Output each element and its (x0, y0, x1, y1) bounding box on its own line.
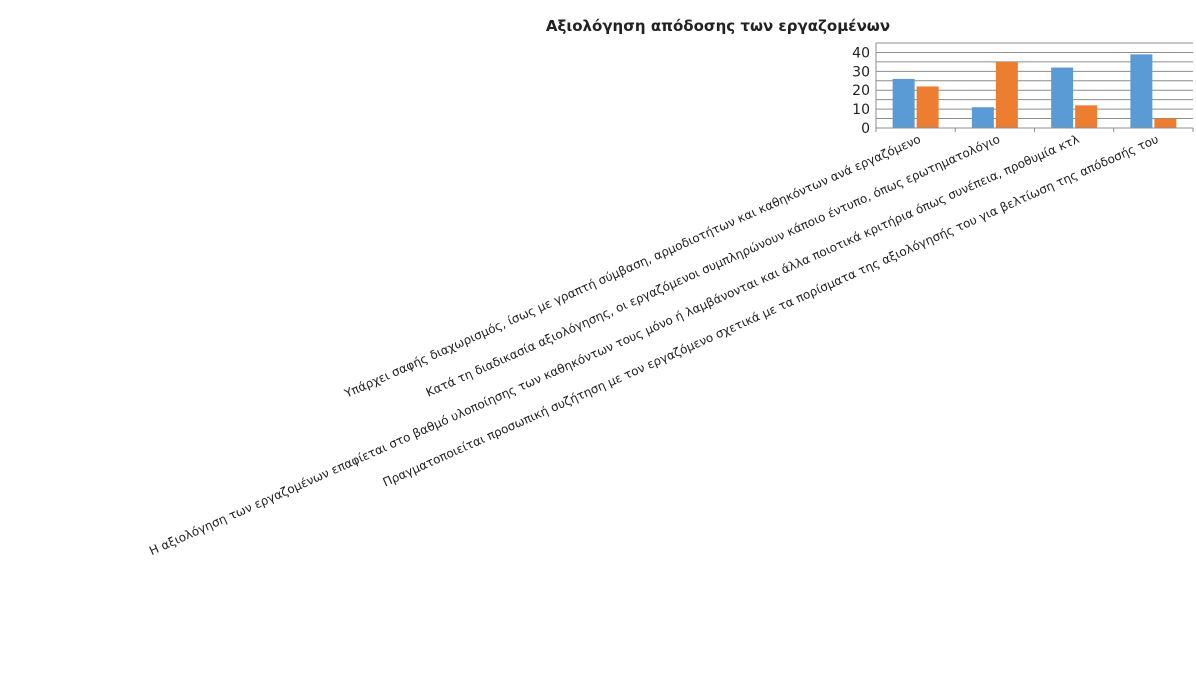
bar (1130, 54, 1153, 129)
y-tick-label: 30 (852, 64, 870, 80)
bars (892, 54, 1177, 129)
bar (1075, 105, 1098, 128)
bar (892, 78, 915, 128)
bar (1051, 67, 1074, 128)
bar (971, 107, 994, 128)
x-category-label: Πραγματοποιείται προσωπική συζήτηση με τ… (381, 132, 1161, 490)
x-category-label: Κατά τη διαδικασία αξιολόγησης, οι εργαζ… (424, 132, 1002, 400)
y-tick-label: 10 (852, 102, 870, 118)
chart-title: Αξιολόγηση απόδοσης των εργαζομένων (546, 17, 890, 35)
y-tick-label: 0 (861, 121, 870, 137)
x-category-label: Η αξιολόγηση των εργαζομένων επαφίεται σ… (147, 132, 1081, 558)
x-category-label: Υπάρχει σαφής διαχωρισμός, ίσως με γραπτ… (341, 132, 922, 401)
bar (916, 86, 939, 128)
x-axis: Υπάρχει σαφής διαχωρισμός, ίσως με γραπτ… (147, 127, 1194, 558)
bar (1154, 118, 1177, 128)
y-tick-label: 40 (852, 45, 870, 61)
bar (995, 61, 1018, 129)
y-tick-label: 20 (852, 83, 870, 99)
y-axis: 0 10 20 30 40 (852, 43, 877, 137)
